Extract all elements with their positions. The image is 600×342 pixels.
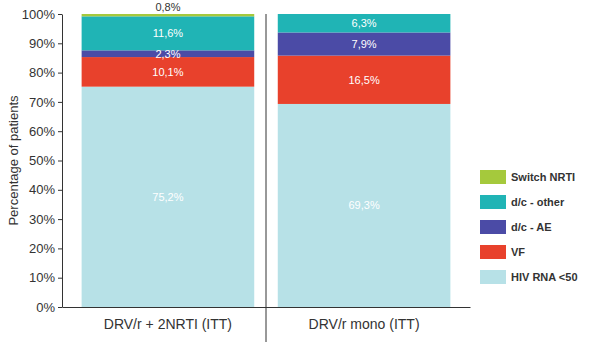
legend-label: d/c - other <box>511 196 565 208</box>
y-axis-title: Percentage of patients <box>6 95 21 226</box>
x-tick-label: DRV/r mono (ITT) <box>309 316 420 332</box>
y-tick-label: 90% <box>29 36 55 51</box>
x-axis: DRV/r + 2NRTI (ITT) DRV/r mono (ITT) <box>63 308 471 332</box>
legend-label: HIV RNA <50 <box>511 271 578 283</box>
y-tick-mark <box>58 190 62 191</box>
chart: 75,2% 69,3% 10,1% 16,5% 2,3% 7,9% 11,6% 6,3% 0,8… <box>0 0 600 342</box>
y-tick: 40% <box>29 182 62 197</box>
y-tick: 30% <box>29 212 62 227</box>
y-axis: 0% 10% 20% 30% 40% 50% 60% 70% 80% 90% 100% <box>22 7 63 315</box>
y-tick-label: 0% <box>36 300 55 315</box>
legend-swatch <box>480 170 506 184</box>
y-tick-label: 100% <box>22 7 56 22</box>
separator <box>266 14 267 342</box>
bar-segment <box>82 14 255 16</box>
legend-label: Switch NRTI <box>511 171 575 183</box>
bar-segment <box>278 32 451 55</box>
y-tick-label: 60% <box>29 124 55 139</box>
legend: Switch NRTI d/c - other d/c - AE VF HIV RNA … <box>480 170 578 284</box>
y-tick: 90% <box>29 36 62 51</box>
bar-segment <box>82 16 255 50</box>
bar-segment <box>82 87 255 307</box>
y-tick-mark <box>58 102 62 103</box>
legend-item: d/c - AE <box>480 220 552 234</box>
legend-item: HIV RNA <50 <box>480 270 578 284</box>
y-tick-label: 50% <box>29 153 55 168</box>
y-tick: 100% <box>22 7 62 22</box>
y-tick: 10% <box>29 270 62 285</box>
y-tick-mark <box>58 14 62 15</box>
legend-item: d/c - other <box>480 195 565 209</box>
y-axis-line <box>62 15 63 308</box>
legend-label: d/c - AE <box>511 221 552 233</box>
y-tick-label: 10% <box>29 270 55 285</box>
y-tick-mark <box>58 43 62 44</box>
x-tick: DRV/r + 2NRTI (ITT) <box>104 316 232 332</box>
y-tick: 20% <box>29 241 62 256</box>
y-tick-mark <box>58 161 62 162</box>
y-tick: 70% <box>29 95 62 110</box>
bar-segment <box>278 104 451 307</box>
legend-swatch <box>480 245 506 259</box>
x-axis-line <box>63 307 471 308</box>
y-tick: 0% <box>36 300 62 315</box>
legend-swatch <box>480 220 506 234</box>
y-tick-mark <box>58 248 62 249</box>
data-label: 69,3% <box>348 199 379 211</box>
y-tick: 50% <box>29 153 62 168</box>
data-label: 0,8% <box>155 1 180 13</box>
y-tick-mark <box>58 307 62 308</box>
data-label: 11,6% <box>153 27 184 39</box>
y-tick-label: 70% <box>29 95 55 110</box>
x-tick-label: DRV/r + 2NRTI (ITT) <box>104 316 232 332</box>
y-tick-label: 40% <box>29 182 55 197</box>
y-tick-mark <box>58 278 62 279</box>
data-label: 75,2% <box>152 191 183 203</box>
y-tick-mark <box>58 73 62 74</box>
y-tick: 80% <box>29 65 62 80</box>
y-tick-mark <box>58 131 62 132</box>
data-labels: 75,2% 69,3% 10,1% 16,5% 2,3% 7,9% 11,6% 6,3% 0,8… <box>152 1 380 211</box>
data-label: 6,3% <box>352 17 377 29</box>
bars <box>82 14 451 307</box>
y-tick-mark <box>58 219 62 220</box>
y-tick-label: 20% <box>29 241 55 256</box>
legend-swatch <box>480 270 506 284</box>
bar-segment <box>278 14 451 32</box>
data-label: 7,9% <box>352 38 377 50</box>
data-label: 2,3% <box>155 48 180 60</box>
x-tick: DRV/r mono (ITT) <box>309 316 420 332</box>
legend-swatch <box>480 195 506 209</box>
data-label: 10,1% <box>152 66 183 78</box>
y-tick: 60% <box>29 124 62 139</box>
legend-item: VF <box>480 245 525 259</box>
y-tick-label: 30% <box>29 212 55 227</box>
bar-segment <box>278 56 451 104</box>
y-tick-label: 80% <box>29 65 55 80</box>
bar-segment <box>82 57 255 87</box>
legend-item: Switch NRTI <box>480 170 575 184</box>
data-label: 16,5% <box>348 74 379 86</box>
legend-label: VF <box>511 246 525 258</box>
